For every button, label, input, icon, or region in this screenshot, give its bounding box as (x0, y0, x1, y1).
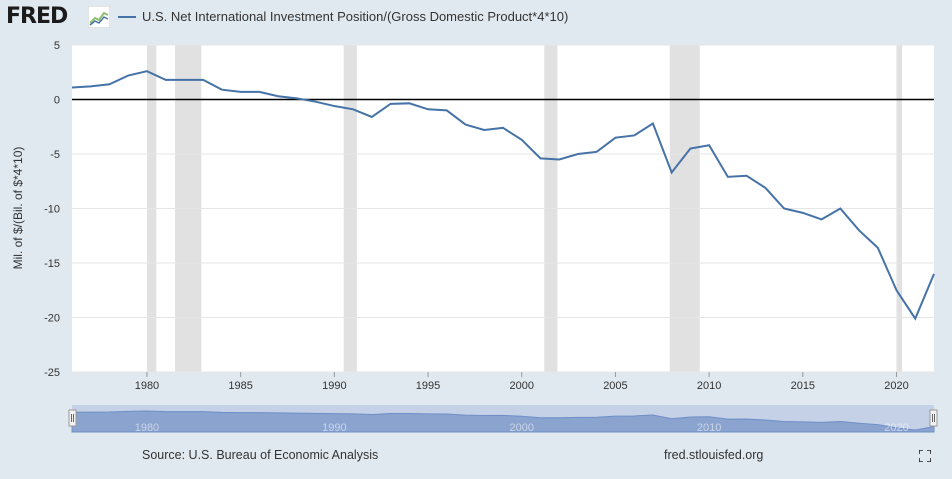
grid-lines (72, 44, 934, 373)
y-tick-label: -5 (50, 149, 60, 161)
x-tick-label: 2010 (697, 380, 721, 392)
y-axis-label: Mil. of $/(Bil. of $*4*10) (11, 147, 25, 270)
fred-logo[interactable]: FRED (6, 4, 68, 29)
navigator-left-handle[interactable] (68, 409, 77, 427)
y-tick-label: -15 (44, 258, 60, 270)
footer-url[interactable]: fred.stlouisfed.org (664, 448, 764, 462)
fred-graph-icon (88, 6, 110, 28)
x-tick-label: 2015 (791, 380, 815, 392)
y-tick-label: -20 (44, 313, 60, 325)
x-tick-label: 2020 (884, 380, 908, 392)
line-chart: 5 0 -5 -10 -15 -20 -25 1980 1985 1990 1995 2000 200… (11, 40, 938, 434)
x-tick-labels: 1980 1985 1990 1995 2000 2005 2010 2015 2020 (135, 372, 909, 392)
legend: U.S. Net International Investment Positi… (118, 9, 568, 24)
x-tick-label: 2005 (603, 380, 627, 392)
y-tick-label: -10 (44, 204, 60, 216)
x-tick-label: 2000 (509, 380, 533, 392)
navigator-labels: 1980 1990 2000 2010 2020 (135, 422, 909, 434)
legend-label: U.S. Net International Investment Positi… (142, 9, 569, 24)
chart-header: FRED U.S. Net International Investment P… (0, 0, 952, 36)
x-tick-label: 1985 (228, 380, 252, 392)
range-navigator[interactable]: 1980 1990 2000 2010 2020 (68, 405, 938, 434)
x-tick-label: 1980 (135, 380, 159, 392)
y-tick-label: -25 (44, 367, 60, 379)
series-line[interactable] (71, 70, 935, 321)
navigator-series-area (71, 410, 935, 433)
footer-source: Source: U.S. Bureau of Economic Analysis (142, 448, 379, 462)
x-tick-label: 1995 (416, 380, 440, 392)
expand-icon[interactable] (919, 450, 931, 462)
y-tick-labels: 5 0 -5 -10 -15 -20 -25 (44, 40, 60, 379)
navigator-label: 1990 (322, 422, 346, 434)
y-tick-label: 0 (54, 95, 60, 107)
legend-swatch (118, 15, 136, 18)
y-tick-label: 5 (54, 40, 60, 52)
navigator-label: 1980 (135, 422, 159, 434)
navigator-label: 2010 (697, 422, 721, 434)
navigator-label: 2020 (884, 422, 908, 434)
navigator-right-handle[interactable] (929, 409, 938, 427)
navigator-label: 2000 (509, 422, 533, 434)
x-tick-label: 1990 (322, 380, 346, 392)
